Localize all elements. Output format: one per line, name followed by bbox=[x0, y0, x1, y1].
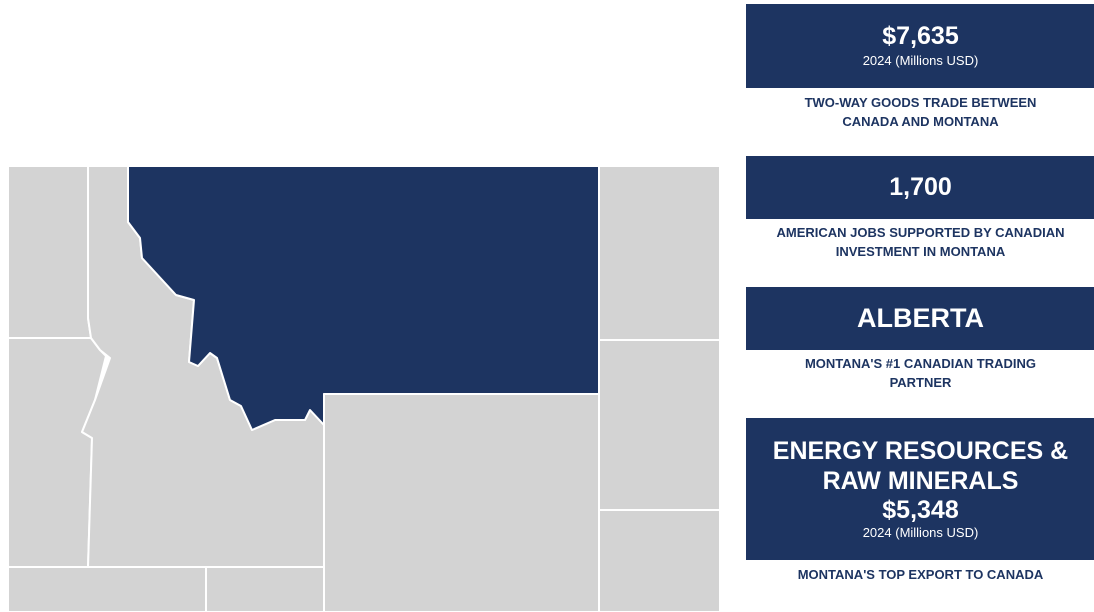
stat-top-export-caption: MONTANA'S TOP EXPORT TO CANADA bbox=[797, 567, 1044, 582]
region-map bbox=[7, 165, 720, 612]
stat-top-export-title-line2: RAW MINERALS bbox=[822, 467, 1019, 495]
stat-jobs-box: 1,700 bbox=[746, 156, 1094, 219]
stat-jobs: 1,700 AMERICAN JOBS SUPPORTED BY CANADIA… bbox=[746, 156, 1094, 261]
stat-partner-value: ALBERTA bbox=[857, 303, 984, 333]
map-state-washington[interactable] bbox=[7, 165, 92, 339]
stat-jobs-caption: AMERICAN JOBS SUPPORTED BY CANADIAN INVE… bbox=[746, 223, 1094, 261]
stat-top-export-value: $5,348 bbox=[882, 496, 959, 524]
map-state-nevada[interactable] bbox=[7, 566, 207, 612]
stat-jobs-value: 1,700 bbox=[889, 173, 952, 201]
map-state-nebraska[interactable] bbox=[598, 509, 720, 612]
stat-jobs-caption-line2: INVESTMENT IN MONTANA bbox=[835, 244, 1006, 259]
stat-top-export-title-line1: ENERGY RESOURCES & bbox=[772, 437, 1069, 465]
stat-top-export-sub: 2024 (Millions USD) bbox=[862, 525, 979, 540]
stat-trade-caption-line2: CANADA AND MONTANA bbox=[842, 114, 999, 129]
map-state-south-dakota[interactable] bbox=[598, 339, 720, 511]
stat-trade-box: $7,635 2024 (Millions USD) bbox=[746, 4, 1094, 88]
stat-partner-caption-line2: PARTNER bbox=[889, 375, 952, 390]
stat-partner-box: ALBERTA bbox=[746, 287, 1094, 350]
stat-trade-caption-line1: TWO-WAY GOODS TRADE BETWEEN bbox=[804, 95, 1037, 110]
map-state-wyoming[interactable] bbox=[323, 393, 600, 612]
stat-partner: ALBERTA MONTANA'S #1 CANADIAN TRADING PA… bbox=[746, 287, 1094, 392]
stat-top-export-box: ENERGY RESOURCES & RAW MINERALS $5,348 2… bbox=[746, 418, 1094, 560]
stat-trade-caption: TWO-WAY GOODS TRADE BETWEEN CANADA AND M… bbox=[746, 93, 1094, 131]
stat-top-export: ENERGY RESOURCES & RAW MINERALS $5,348 2… bbox=[746, 418, 1094, 584]
stat-trade: $7,635 2024 (Millions USD) TWO-WAY GOODS… bbox=[746, 4, 1094, 131]
stat-jobs-caption-line1: AMERICAN JOBS SUPPORTED BY CANADIAN bbox=[776, 225, 1065, 240]
map-state-utah[interactable] bbox=[205, 566, 325, 612]
stat-partner-caption: MONTANA'S #1 CANADIAN TRADING PARTNER bbox=[746, 354, 1094, 392]
stat-partner-caption-line1: MONTANA'S #1 CANADIAN TRADING bbox=[804, 356, 1037, 371]
stat-trade-value: $7,635 bbox=[882, 22, 959, 50]
map-state-north-dakota[interactable] bbox=[598, 165, 720, 341]
stat-trade-sub: 2024 (Millions USD) bbox=[862, 53, 979, 68]
